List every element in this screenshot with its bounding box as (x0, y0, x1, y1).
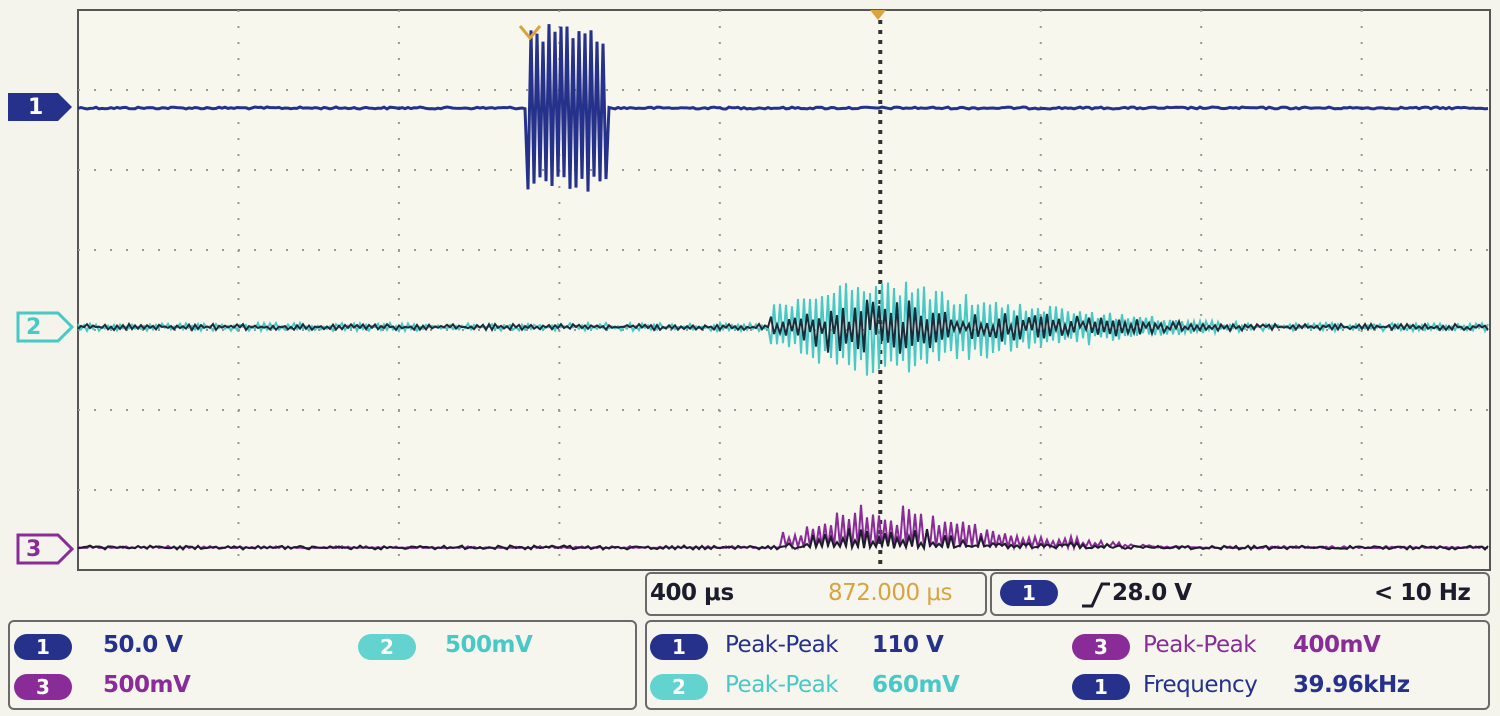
timebase-scale: 400 μs (650, 580, 734, 606)
channel-badge: 3 (14, 674, 72, 700)
waveform (77, 24, 1489, 192)
trigger-level: 28.0 V (1112, 580, 1192, 606)
trigger-frequency: < 10 Hz (1374, 580, 1471, 606)
timebase-box (645, 572, 987, 616)
channel-marker-label: 1 (28, 95, 43, 120)
trigger-channel: 1 (1000, 580, 1058, 606)
channel-badge: 3 (1072, 634, 1130, 660)
delay-marker (870, 10, 886, 20)
measurement-panel (645, 620, 1490, 710)
channel-marker-label: 2 (26, 315, 41, 340)
channel-badge: 2 (650, 674, 708, 700)
trigger-marker (518, 25, 542, 41)
channel-badge: 1 (650, 634, 708, 660)
channel-scale: 500mV (103, 672, 191, 698)
channel-marker-label: 3 (26, 537, 41, 562)
channel-badge: 2 (358, 634, 416, 660)
measurement-name: Peak-Peak (1143, 632, 1257, 658)
measurement-name: Frequency (1143, 672, 1258, 698)
trigger-box (990, 572, 1490, 616)
channel-marker (16, 533, 75, 565)
channel-scale-panel (8, 620, 637, 710)
channel-scale: 50.0 V (103, 632, 183, 658)
measurement-value: 39.96kHz (1293, 672, 1410, 698)
graticule-frame (77, 9, 1491, 571)
measurement-value: 660mV (872, 672, 960, 698)
channel-badge: 1 (14, 634, 72, 660)
measurement-value: 400mV (1293, 632, 1381, 658)
channel-scale: 500mV (445, 632, 533, 658)
channel-marker (8, 93, 72, 121)
waveform (77, 528, 1489, 552)
measurement-name: Peak-Peak (725, 632, 839, 658)
measurement-value: 110 V (872, 632, 944, 658)
timebase-delay: 872.000 μs (828, 580, 953, 606)
waveform (77, 299, 1489, 354)
measurement-name: Peak-Peak (725, 672, 839, 698)
channel-badge: 1 (1072, 674, 1130, 700)
channel-marker (16, 311, 75, 343)
